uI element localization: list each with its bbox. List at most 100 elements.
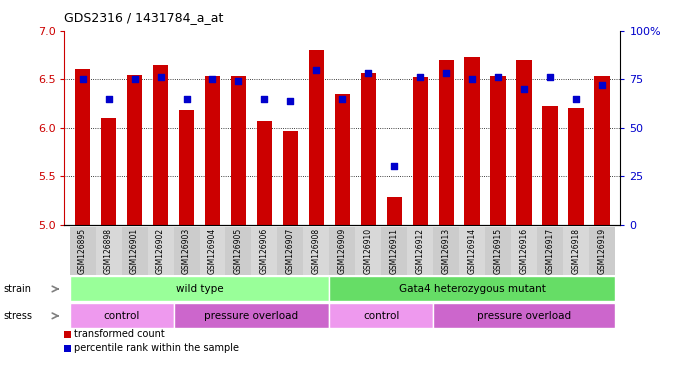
Bar <box>70 303 174 328</box>
Text: GSM126915: GSM126915 <box>494 228 503 274</box>
Point <box>467 76 478 82</box>
Text: GSM126903: GSM126903 <box>182 228 191 274</box>
Point <box>597 82 607 88</box>
Text: GSM126908: GSM126908 <box>312 228 321 274</box>
Text: GSM126902: GSM126902 <box>156 228 165 274</box>
Text: Gata4 heterozygous mutant: Gata4 heterozygous mutant <box>399 284 546 294</box>
Text: pressure overload: pressure overload <box>477 311 572 321</box>
Point <box>441 70 452 76</box>
Bar <box>595 76 610 225</box>
Bar <box>308 50 324 225</box>
Bar <box>412 77 428 225</box>
Bar <box>70 227 96 275</box>
Text: GSM126904: GSM126904 <box>208 228 217 274</box>
Text: GSM126905: GSM126905 <box>234 228 243 274</box>
Point <box>311 66 322 73</box>
Bar <box>330 276 615 301</box>
Text: GSM126906: GSM126906 <box>260 228 269 274</box>
Text: pressure overload: pressure overload <box>204 311 298 321</box>
Point <box>77 76 88 82</box>
Point <box>285 98 296 104</box>
Point <box>545 74 556 80</box>
Bar <box>537 227 563 275</box>
Point <box>337 96 348 102</box>
Text: GSM126910: GSM126910 <box>364 228 373 274</box>
Point <box>389 164 400 170</box>
Text: control: control <box>103 311 140 321</box>
Bar <box>101 118 117 225</box>
Point <box>493 74 504 80</box>
Text: stress: stress <box>3 311 32 321</box>
Bar <box>121 227 148 275</box>
Point <box>415 74 426 80</box>
Point <box>519 86 530 92</box>
Point <box>103 96 114 102</box>
Point <box>233 78 244 84</box>
Text: GSM126912: GSM126912 <box>416 228 425 274</box>
Text: percentile rank within the sample: percentile rank within the sample <box>75 343 239 353</box>
Point <box>571 96 582 102</box>
Bar <box>174 227 199 275</box>
Text: GSM126895: GSM126895 <box>78 228 87 274</box>
Bar <box>179 110 195 225</box>
Text: GSM126916: GSM126916 <box>520 228 529 274</box>
Bar <box>568 108 584 225</box>
Bar <box>511 227 537 275</box>
Bar <box>433 303 615 328</box>
Point <box>155 74 166 80</box>
Bar <box>330 227 355 275</box>
Bar <box>75 68 90 225</box>
Text: GSM126919: GSM126919 <box>598 228 607 274</box>
Bar <box>199 227 226 275</box>
Text: GSM126909: GSM126909 <box>338 228 347 274</box>
Bar <box>96 227 121 275</box>
Bar <box>381 227 407 275</box>
Text: GSM126907: GSM126907 <box>286 228 295 274</box>
Bar <box>70 276 330 301</box>
Text: GSM126901: GSM126901 <box>130 228 139 274</box>
Bar <box>148 227 174 275</box>
Text: wild type: wild type <box>176 284 223 294</box>
Bar <box>361 73 376 225</box>
Text: GSM126914: GSM126914 <box>468 228 477 274</box>
Text: transformed count: transformed count <box>75 329 165 339</box>
Text: GSM126918: GSM126918 <box>572 228 580 274</box>
Point <box>207 76 218 82</box>
Text: control: control <box>363 311 399 321</box>
Text: strain: strain <box>3 284 31 294</box>
Bar <box>127 75 142 225</box>
Bar <box>153 65 168 225</box>
Bar <box>355 227 381 275</box>
Text: GDS2316 / 1431784_a_at: GDS2316 / 1431784_a_at <box>64 12 224 25</box>
Text: GSM126917: GSM126917 <box>546 228 555 274</box>
Bar <box>386 197 402 225</box>
Bar <box>542 106 558 225</box>
Bar <box>205 76 220 225</box>
Bar <box>589 227 615 275</box>
Bar <box>257 121 273 225</box>
Text: GSM126913: GSM126913 <box>442 228 451 274</box>
Bar <box>283 131 298 225</box>
Bar <box>252 227 277 275</box>
Bar <box>277 227 304 275</box>
Bar <box>563 227 589 275</box>
Bar <box>433 227 459 275</box>
Point <box>129 76 140 82</box>
Text: GSM126911: GSM126911 <box>390 228 399 274</box>
Bar <box>335 94 350 225</box>
Bar <box>64 345 71 352</box>
Point <box>363 70 374 76</box>
Bar <box>226 227 252 275</box>
Bar <box>439 60 454 225</box>
Bar <box>304 227 330 275</box>
Bar <box>407 227 433 275</box>
Bar <box>231 76 246 225</box>
Text: GSM126898: GSM126898 <box>104 228 113 274</box>
Bar <box>464 57 480 225</box>
Bar <box>517 60 532 225</box>
Bar <box>459 227 485 275</box>
Bar <box>485 227 511 275</box>
Bar <box>174 303 330 328</box>
Point <box>259 96 270 102</box>
Bar <box>330 303 433 328</box>
